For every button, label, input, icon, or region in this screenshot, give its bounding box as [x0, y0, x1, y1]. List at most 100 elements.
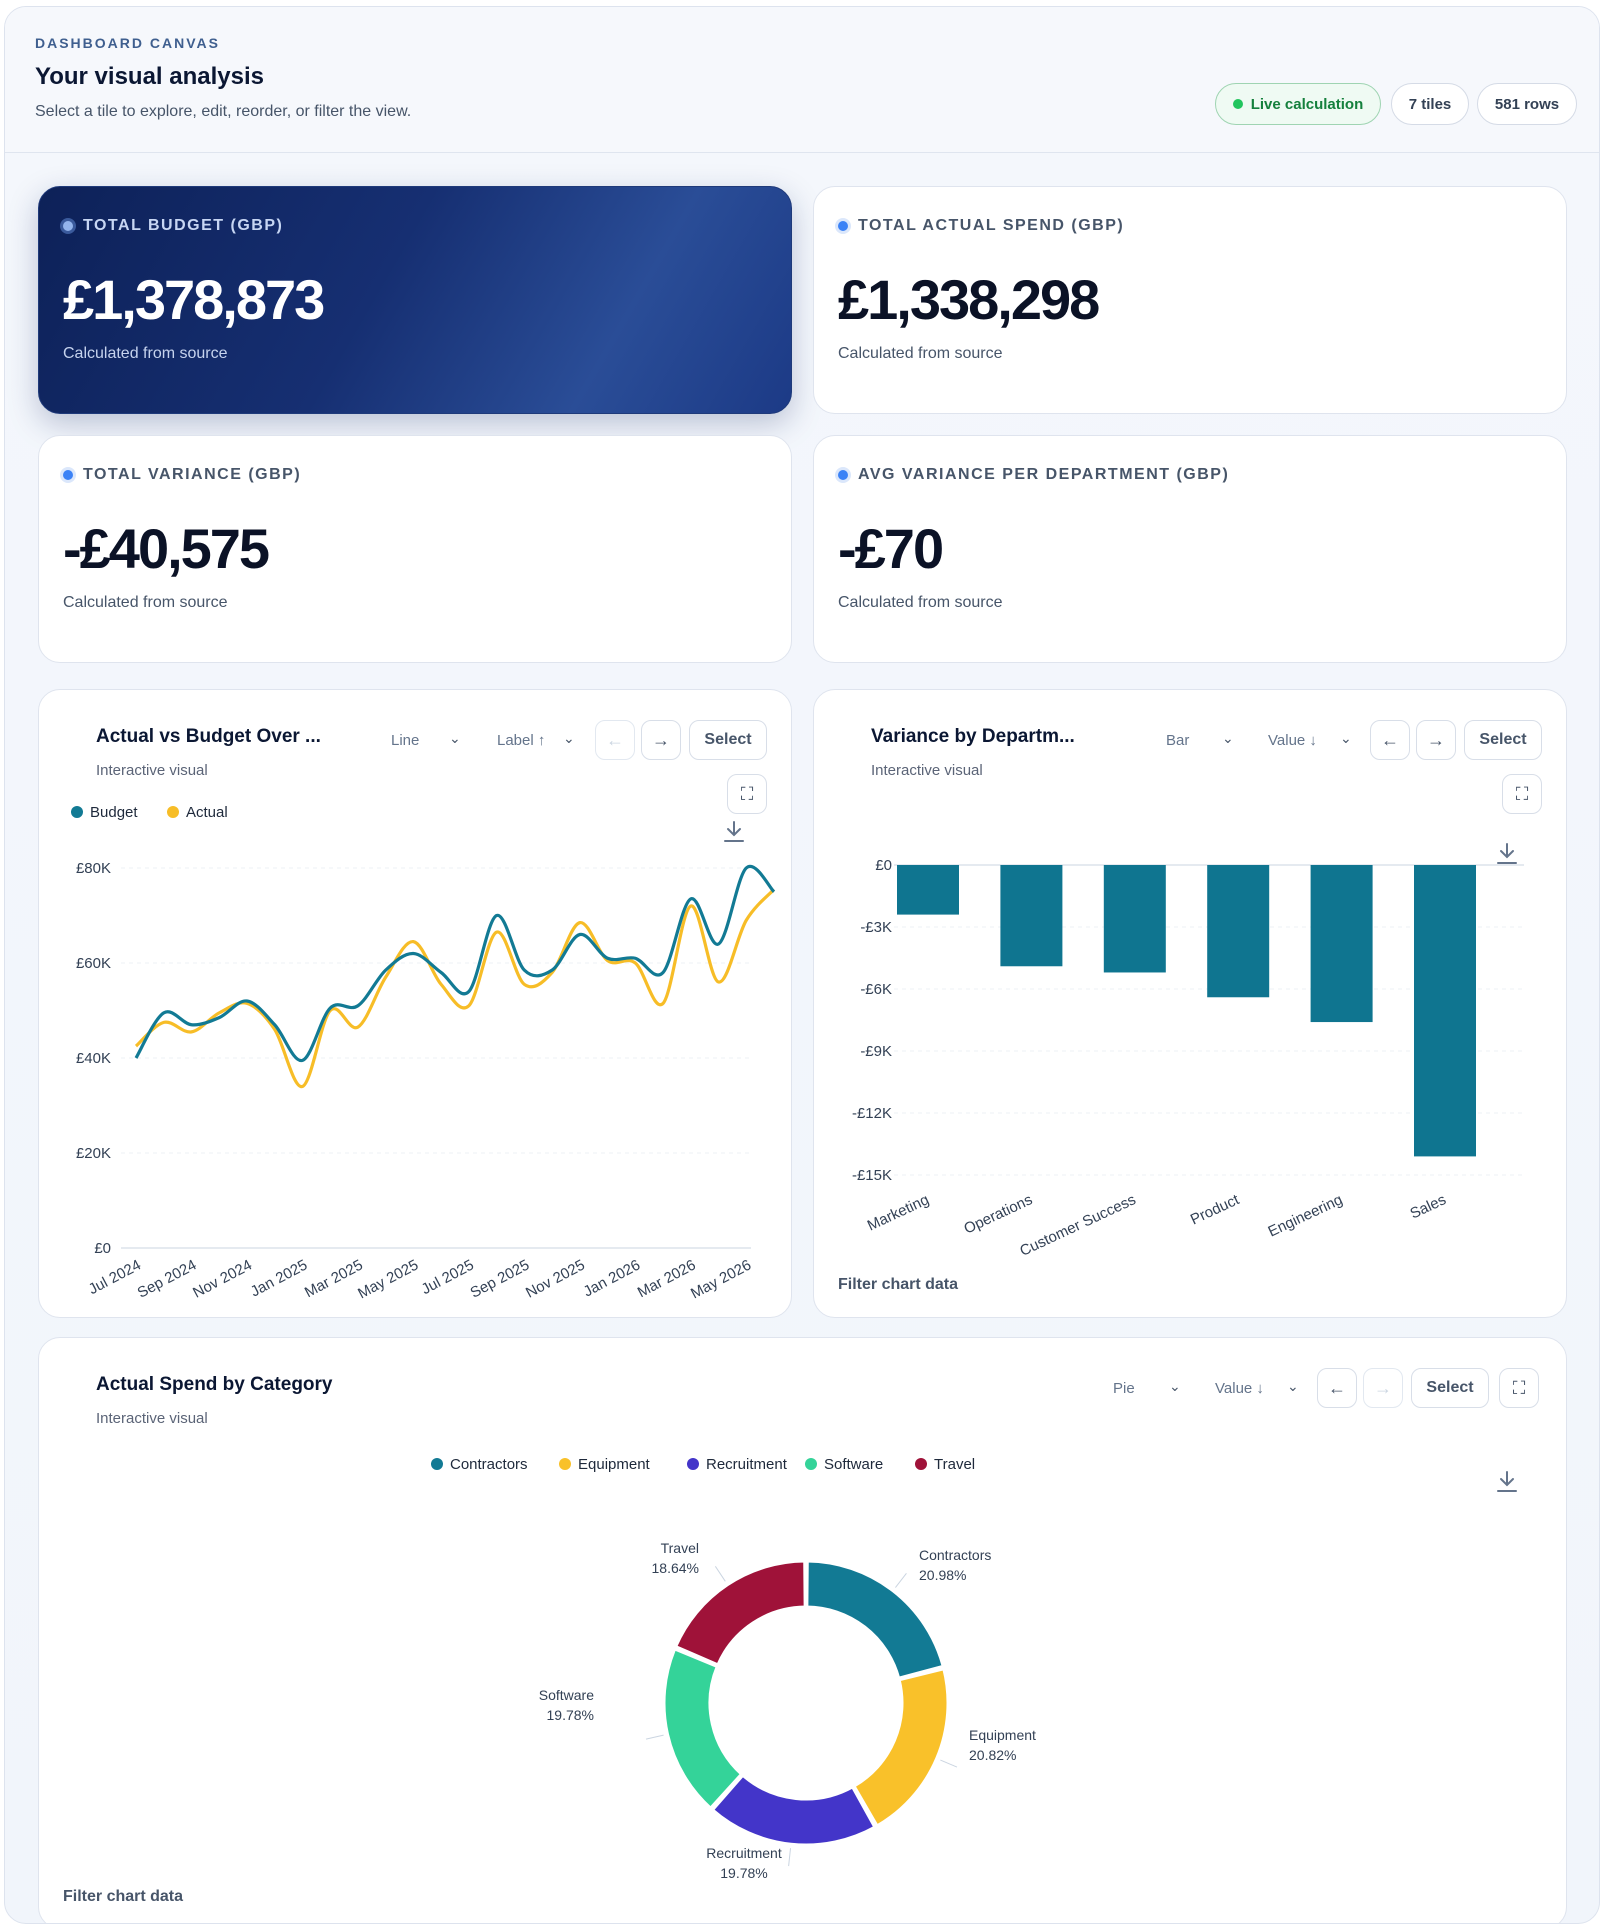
legend-label-actual: Actual: [186, 804, 228, 821]
filter-chart-data-link[interactable]: Filter chart data: [63, 1888, 184, 1905]
x-tick-label: Product: [1188, 1191, 1243, 1229]
series-line-budget[interactable]: [134, 864, 776, 1062]
select-button[interactable]: Select: [1411, 1368, 1489, 1408]
chevron-down-icon[interactable]: ⌄: [1287, 1378, 1299, 1394]
rows-count-label: 581 rows: [1494, 95, 1560, 113]
x-tick-label: Sep 2024: [135, 1257, 200, 1302]
download-icon-path: [724, 821, 744, 842]
y-tick-label: £60K: [76, 955, 111, 972]
bar-engineering[interactable]: [1310, 865, 1373, 1023]
arrow-right-icon[interactable]: →: [1363, 1368, 1403, 1408]
kpi-tile-total-budget[interactable]: TOTAL BUDGET (GBP) £1,378,873 Calculated…: [38, 186, 792, 414]
slice-value-label: 19.78%: [720, 1865, 767, 1881]
arrow-right-icon[interactable]: →: [641, 720, 681, 760]
bar-marketing[interactable]: [897, 865, 959, 915]
bar-chart-subtitle: Interactive visual: [871, 762, 983, 779]
pie-chart-subtitle: Interactive visual: [96, 1410, 208, 1427]
x-tick-label: Sales: [1407, 1191, 1448, 1222]
kpi-value: £1,378,873: [63, 268, 325, 331]
legend-label-travel: Travel: [934, 1456, 975, 1473]
y-tick-label: £0: [94, 1240, 111, 1257]
x-tick-label: Jan 2026: [581, 1257, 643, 1301]
x-tick-label: Sep 2025: [468, 1257, 533, 1302]
y-tick-label: £40K: [76, 1050, 111, 1067]
slice-travel[interactable]: [673, 1559, 807, 1667]
line-chart-tile[interactable]: Actual vs Budget Over ... Interactive vi…: [38, 689, 792, 1318]
chart-type-select[interactable]: Bar: [1166, 732, 1190, 749]
arrow-left-icon[interactable]: ←: [1370, 720, 1410, 760]
slice-software[interactable]: [662, 1646, 744, 1811]
y-tick-label: -£6K: [860, 981, 892, 998]
x-tick-label: Engineering: [1266, 1191, 1346, 1240]
chart-type-select[interactable]: Pie: [1113, 1380, 1135, 1397]
line-chart-subtitle: Interactive visual: [96, 762, 208, 779]
expand-icon[interactable]: ⛶: [1499, 1368, 1539, 1408]
x-tick-label: Nov 2025: [523, 1257, 588, 1302]
sort-select[interactable]: Value ↓: [1268, 732, 1317, 749]
download-icon[interactable]: [724, 821, 744, 842]
x-tick-label: Customer Success: [1017, 1191, 1138, 1260]
legend-swatch-software: [805, 1458, 817, 1470]
kpi-label-wrap: AVG VARIANCE PER DEPARTMENT (GBP): [838, 466, 1229, 484]
chevron-down-icon[interactable]: ⌄: [449, 730, 461, 746]
x-tick-label: May 2025: [355, 1257, 421, 1303]
kpi-bullet-icon: [838, 221, 848, 231]
kpi-note: Calculated from source: [838, 594, 1003, 611]
dashboard-canvas: DASHBOARD CANVAS Your visual analysis Se…: [4, 6, 1600, 1924]
bar-customer-success[interactable]: [1103, 865, 1166, 973]
arrow-left-icon[interactable]: ←: [595, 720, 635, 760]
legend-label-recruitment: Recruitment: [706, 1456, 788, 1473]
sort-select[interactable]: Label ↑: [497, 732, 546, 749]
line-chart-title: Actual vs Budget Over ...: [96, 726, 321, 747]
download-icon-path: [1497, 843, 1517, 864]
chart-type-select[interactable]: Line: [391, 732, 420, 749]
pie-chart-svg: Contractors Equipment Recruitment Software T…: [431, 1456, 1517, 1881]
download-icon[interactable]: [1497, 843, 1517, 864]
filter-chart-data-link[interactable]: Filter chart data: [838, 1276, 959, 1293]
download-icon[interactable]: [1497, 1471, 1517, 1492]
kpi-label: AVG VARIANCE PER DEPARTMENT (GBP): [858, 466, 1230, 483]
y-tick-label: £20K: [76, 1145, 111, 1162]
kpi-label-wrap: TOTAL BUDGET (GBP): [63, 217, 283, 235]
arrow-left-icon[interactable]: ←: [1317, 1368, 1357, 1408]
kpi-note: Calculated from source: [838, 345, 1003, 362]
tiles-count-label: 7 tiles: [1408, 95, 1452, 113]
chevron-down-icon[interactable]: ⌄: [1340, 730, 1352, 746]
chevron-down-icon[interactable]: ⌄: [1222, 730, 1234, 746]
bar-operations[interactable]: [1000, 865, 1063, 967]
x-tick-label: Jul 2025: [419, 1257, 477, 1299]
kpi-value: £1,338,298: [838, 268, 1100, 331]
slice-label: Recruitment: [706, 1845, 782, 1861]
arrow-right-icon[interactable]: →: [1416, 720, 1456, 760]
bar-chart-title: Variance by Departm...: [871, 726, 1075, 747]
slice-equipment[interactable]: [852, 1666, 950, 1828]
select-button[interactable]: Select: [1464, 720, 1542, 760]
series-line-actual[interactable]: [134, 888, 776, 1089]
download-icon-path: [1497, 1471, 1517, 1492]
bar-chart-tile[interactable]: Variance by Departm... Interactive visua…: [813, 689, 1567, 1318]
kpi-bullet-icon: [838, 470, 848, 480]
expand-icon[interactable]: ⛶: [1502, 774, 1542, 814]
pie-chart-tile[interactable]: Actual Spend by Category Interactive vis…: [38, 1337, 1567, 1923]
slice-contractors[interactable]: [805, 1559, 946, 1681]
bar-product[interactable]: [1207, 865, 1270, 998]
bar-sales[interactable]: [1414, 865, 1476, 1157]
kpi-tile-avg-variance[interactable]: AVG VARIANCE PER DEPARTMENT (GBP) -£70 C…: [813, 435, 1567, 663]
kpi-value: -£40,575: [63, 517, 270, 580]
chevron-down-icon[interactable]: ⌄: [1169, 1378, 1181, 1394]
sort-select[interactable]: Value ↓: [1215, 1380, 1264, 1397]
y-tick-label: -£9K: [860, 1043, 892, 1060]
x-tick-label: Mar 2026: [635, 1257, 699, 1302]
select-button[interactable]: Select: [689, 720, 767, 760]
expand-icon[interactable]: ⛶: [727, 774, 767, 814]
slice-recruitment[interactable]: [710, 1773, 877, 1847]
kpi-tile-total-variance[interactable]: TOTAL VARIANCE (GBP) -£40,575 Calculated…: [38, 435, 792, 663]
slice-value-label: 18.64%: [652, 1560, 699, 1576]
x-tick-label: Jul 2024: [86, 1257, 144, 1299]
live-calculation-badge[interactable]: Live calculation: [1215, 83, 1381, 125]
kpi-label-wrap: TOTAL VARIANCE (GBP): [63, 466, 301, 484]
canvas-header: DASHBOARD CANVAS Your visual analysis Se…: [5, 7, 1599, 153]
kpi-tile-total-actual-spend[interactable]: TOTAL ACTUAL SPEND (GBP) £1,338,298 Calc…: [813, 186, 1567, 414]
chevron-down-icon[interactable]: ⌄: [563, 730, 575, 746]
bar-chart-svg: £0 -£3K -£6K -£9K -£12K -£15K Marketing Operati…: [852, 843, 1524, 1260]
